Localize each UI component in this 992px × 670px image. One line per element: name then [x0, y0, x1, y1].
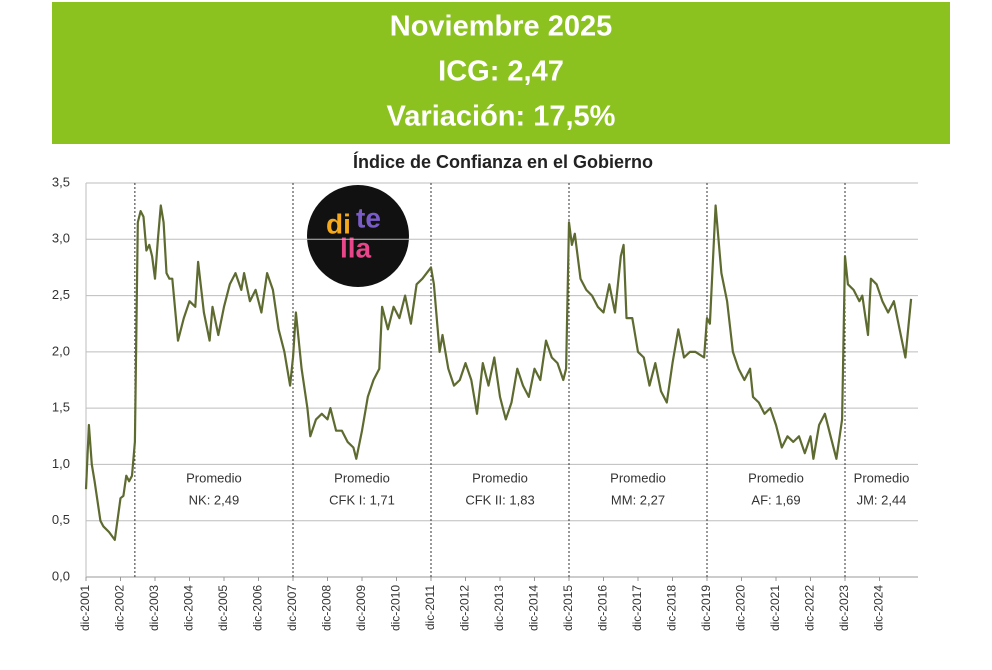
y-tick-label: 1,0	[52, 456, 70, 471]
annotation: AF: 1,69	[751, 492, 800, 507]
x-tick-label: dic-2010	[389, 585, 403, 631]
annotation: CFK II: 1,83	[465, 492, 534, 507]
x-tick-label: dic-2014	[527, 585, 541, 631]
annotation: Promedio	[610, 470, 666, 485]
x-tick-label: dic-2012	[458, 585, 472, 631]
y-tick-label: 2,5	[52, 287, 70, 302]
header-line: Variación: 17,5%	[387, 101, 616, 133]
logo-text: te	[356, 202, 381, 233]
annotation: Promedio	[854, 470, 910, 485]
x-tick-label: dic-2011	[423, 585, 437, 630]
x-tick-label: dic-2022	[803, 585, 817, 631]
y-tick-label: 3,5	[52, 174, 70, 189]
x-tick-label: dic-2013	[492, 585, 506, 631]
annotation: MM: 2,27	[611, 492, 665, 507]
y-tick-label: 0,5	[52, 512, 70, 527]
logo-text: lla	[340, 232, 372, 263]
annotation: JM: 2,44	[857, 492, 907, 507]
x-tick-label: dic-2004	[182, 585, 196, 631]
x-tick-label: dic-2016	[596, 585, 610, 631]
logo-circle	[307, 185, 409, 287]
logo-text: di	[326, 208, 351, 239]
x-tick-label: dic-2018	[665, 585, 679, 631]
x-tick-label: dic-2017	[630, 585, 644, 631]
header-box	[52, 2, 950, 144]
x-tick-label: dic-2005	[216, 585, 230, 631]
annotation: Promedio	[472, 470, 528, 485]
annotation: CFK I: 1,71	[329, 492, 395, 507]
plot: 0,0 0,5 1,0 1,5 2,0 2,5 3,0 3,5 dic-2001 dic-2002…	[52, 174, 918, 631]
x-tick-label: dic-2006	[251, 585, 265, 631]
annotation: Promedio	[186, 470, 242, 485]
x-tick-label: dic-2024	[872, 585, 886, 631]
x-tick-label: dic-2021	[768, 585, 782, 631]
y-tick-label: 3,0	[52, 231, 70, 246]
x-tick-label: dic-2001	[78, 585, 92, 631]
x-tick-label: dic-2019	[699, 585, 713, 631]
y-tick-label: 2,0	[52, 343, 70, 358]
annotation: NK: 2,49	[189, 492, 240, 507]
x-tick-label: dic-2002	[113, 585, 127, 631]
x-tick-label: dic-2009	[354, 585, 368, 631]
y-tick-label: 0,0	[52, 568, 70, 583]
x-tick-label: dic-2007	[285, 585, 299, 631]
series-line	[84, 204, 913, 541]
x-tick-label: dic-2003	[147, 585, 161, 631]
x-tick-label: dic-2020	[734, 585, 748, 631]
x-tick-label: dic-2015	[561, 585, 575, 631]
x-tick-label: dic-2023	[837, 585, 851, 631]
header-line: Noviembre 2025	[390, 11, 612, 43]
chart-title: Índice de Confianza en el Gobierno	[353, 151, 653, 172]
header-line: ICG: 2,47	[438, 56, 564, 88]
annotation: Promedio	[748, 470, 804, 485]
y-tick-label: 1,5	[52, 400, 70, 415]
annotation: Promedio	[334, 470, 390, 485]
logo: di te lla	[307, 185, 409, 287]
x-tick-label: dic-2008	[320, 585, 334, 631]
